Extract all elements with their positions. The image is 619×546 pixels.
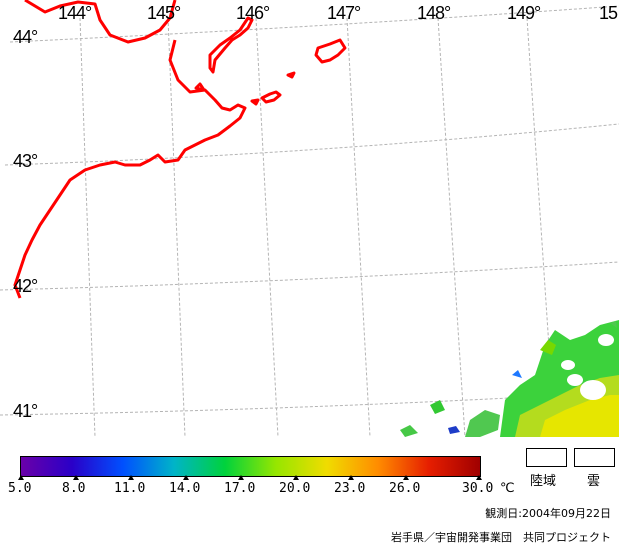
longitude-label-148: 148°	[417, 3, 451, 23]
observation-date: 観測日:2004年09月22日	[485, 507, 611, 520]
latitude-label-42: 42°	[13, 276, 38, 296]
colorbar-tick-mark	[128, 475, 134, 480]
colorbar-tick-mark	[403, 475, 409, 480]
longitude-label-149: 149°	[507, 3, 541, 23]
temperature-unit-label: ℃	[500, 481, 515, 496]
land-legend-swatch	[526, 448, 567, 467]
colorbar-tick-mark	[348, 475, 354, 480]
latitude-label-41: 41°	[13, 401, 38, 421]
sea-surface-temperature-map	[0, 0, 619, 437]
longitude-label-147: 147°	[327, 3, 361, 23]
longitude-label-150: 15	[599, 3, 618, 23]
sst-data-region	[400, 320, 619, 437]
colorbar-tick-label: 8.0	[62, 481, 86, 496]
colorbar-tick-label: 30.0	[462, 481, 494, 496]
colorbar-tick-label: 5.0	[8, 481, 32, 496]
colorbar-tick-mark	[183, 475, 189, 480]
colorbar-tick-mark	[18, 475, 24, 480]
colorbar-tick-mark	[238, 475, 244, 480]
colorbar-tick-label: 23.0	[334, 481, 366, 496]
longitude-label-146: 146°	[236, 3, 270, 23]
grid-lines	[0, 5, 619, 437]
land-legend-label: 陸域	[530, 474, 557, 489]
longitude-label-144: 144°	[58, 3, 92, 23]
coastline	[13, 0, 347, 299]
credit-line: 岩手県／宇宙開発事業団 共同プロジェクト	[391, 531, 611, 544]
colorbar-tick-mark	[476, 475, 482, 480]
colorbar-tick-mark	[293, 475, 299, 480]
cloud-legend-label: 雲	[587, 474, 601, 489]
latitude-label-44: 44°	[13, 27, 38, 47]
colorbar-tick-label: 14.0	[169, 481, 201, 496]
latitude-label-43: 43°	[13, 151, 38, 171]
colorbar-tick-label: 20.0	[279, 481, 311, 496]
colorbar-tick-label: 26.0	[389, 481, 421, 496]
colorbar-tick-label: 17.0	[224, 481, 256, 496]
colorbar-tick-label: 11.0	[114, 481, 146, 496]
longitude-label-145: 145°	[147, 3, 181, 23]
colorbar-tick-mark	[73, 475, 79, 480]
cloud-legend-swatch	[574, 448, 615, 467]
temperature-colorbar	[20, 456, 481, 477]
